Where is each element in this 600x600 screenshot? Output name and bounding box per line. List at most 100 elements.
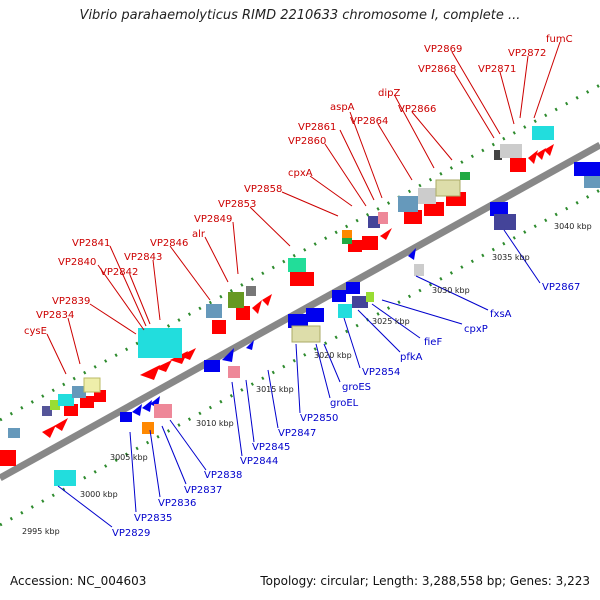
gene-arrow xyxy=(252,300,262,314)
genome-summary-text: Topology: circular; Length: 3,288,558 bp… xyxy=(260,574,590,588)
gene-block xyxy=(362,236,378,250)
gene-arrow xyxy=(528,150,538,164)
gene-label-forward: cpxA xyxy=(288,168,313,179)
kbp-label: 3020 kbp xyxy=(314,351,352,360)
gene-arrow xyxy=(222,348,234,362)
gene-block xyxy=(228,366,240,378)
gene-label-reverse: cpxP xyxy=(464,324,488,335)
gene-label-forward: VP2860 xyxy=(288,136,326,147)
gene-block xyxy=(342,238,352,244)
gene-arrow xyxy=(536,148,546,160)
gene-block xyxy=(510,158,526,172)
gene-label-reverse: VP2854 xyxy=(362,367,400,378)
gene-block xyxy=(366,292,374,302)
gene-arrow xyxy=(246,340,254,350)
gene-block xyxy=(42,406,52,416)
gene-label-forward: VP2840 xyxy=(58,257,96,268)
kbp-label: 3030 kbp xyxy=(432,286,470,295)
gene-label-reverse: groES xyxy=(342,382,371,393)
reverse-label-group: VP2829 VP2835 VP2836 VP2837 VP2838 VP284… xyxy=(112,282,580,539)
kbp-label: 3015 kbp xyxy=(256,385,294,394)
gene-label-forward: VP2858 xyxy=(244,184,282,195)
gene-label-forward: VP2846 xyxy=(150,238,188,249)
chromosome-backbone xyxy=(0,141,600,482)
gene-block xyxy=(80,396,94,408)
forward-label-group: cysE VP2834 VP2839 VP2840 VP2841 VP2842 … xyxy=(24,34,573,337)
reverse-leaders xyxy=(57,229,541,528)
gene-block xyxy=(378,212,388,224)
gene-block xyxy=(120,412,132,422)
accession-text: Accession: NC_004603 xyxy=(10,574,147,588)
gene-label-forward: VP2861 xyxy=(298,122,336,133)
gene-label-reverse: pfkA xyxy=(400,352,423,363)
gene-block xyxy=(206,304,222,318)
gene-block xyxy=(288,314,308,328)
gene-block xyxy=(83,377,101,393)
gene-label-reverse: VP2867 xyxy=(542,282,580,293)
gene-block xyxy=(236,306,250,320)
gene-label-forward: VP2842 xyxy=(100,267,138,278)
gene-arrow xyxy=(408,248,416,260)
gene-block xyxy=(435,179,461,197)
gene-block xyxy=(291,325,321,343)
gene-arrow xyxy=(54,418,68,431)
gene-block xyxy=(584,176,600,188)
gene-block xyxy=(332,290,346,302)
kbp-scale: 2995 kbp 3000 kbp 3005 kbp 3010 kbp 3015… xyxy=(22,222,592,536)
gene-arrow xyxy=(380,228,392,240)
gene-block xyxy=(500,144,522,158)
gene-block xyxy=(72,386,86,398)
gene-label-forward: VP2843 xyxy=(124,252,162,263)
gene-block xyxy=(94,390,106,402)
gene-arrow xyxy=(132,404,142,416)
kbp-label: 3025 kbp xyxy=(372,317,410,326)
gene-label-reverse: fxsA xyxy=(490,309,512,320)
kbp-label: 3010 kbp xyxy=(196,419,234,428)
gene-label-reverse: VP2835 xyxy=(134,513,172,524)
gene-block xyxy=(532,126,554,140)
gene-label-forward: VP2864 xyxy=(350,116,388,127)
gene-arrow xyxy=(42,425,56,438)
gene-block xyxy=(494,150,502,160)
gene-arrow xyxy=(544,144,554,156)
gene-block xyxy=(398,196,418,212)
gene-label-reverse: VP2844 xyxy=(240,456,278,467)
kbp-label: 3040 kbp xyxy=(554,222,592,231)
gene-label-reverse: fieF xyxy=(424,337,442,348)
gene-block xyxy=(290,272,314,286)
gene-label-forward: VP2834 xyxy=(36,310,74,321)
gene-label-forward: VP2869 xyxy=(424,44,462,55)
gene-block xyxy=(204,360,220,372)
gene-label-reverse: VP2847 xyxy=(278,428,316,439)
kbp-label: 3005 kbp xyxy=(110,453,148,462)
gene-arrow xyxy=(180,348,196,360)
gene-arrow xyxy=(155,360,172,372)
gene-block xyxy=(54,470,76,486)
forward-leaders xyxy=(46,41,561,375)
gene-label-forward: VP2872 xyxy=(508,48,546,59)
gene-block xyxy=(64,404,78,416)
gene-label-forward: dipZ xyxy=(378,88,400,99)
gene-label-forward: VP2853 xyxy=(218,199,256,210)
gene-arrow xyxy=(262,294,272,306)
map-title: Vibrio parahaemolyticus RIMD 2210633 chr… xyxy=(79,8,521,23)
gene-label-forward: VP2839 xyxy=(52,296,90,307)
gene-block xyxy=(288,258,306,272)
gene-label-reverse: VP2838 xyxy=(204,470,242,481)
gene-block xyxy=(352,296,368,308)
gene-block xyxy=(418,188,436,204)
gene-block xyxy=(306,308,324,322)
gene-block xyxy=(490,202,508,216)
gene-label-reverse: VP2850 xyxy=(300,413,338,424)
gene-arrow xyxy=(142,400,152,412)
gene-label-forward: cysE xyxy=(24,326,47,337)
gene-label-forward: VP2866 xyxy=(398,104,436,115)
gene-block xyxy=(154,404,172,418)
gene-block xyxy=(368,216,380,228)
gene-block xyxy=(58,394,74,406)
gene-block xyxy=(50,400,60,410)
gene-block xyxy=(0,450,16,466)
gene-label-forward: VP2871 xyxy=(478,64,516,75)
gene-block xyxy=(138,328,182,358)
